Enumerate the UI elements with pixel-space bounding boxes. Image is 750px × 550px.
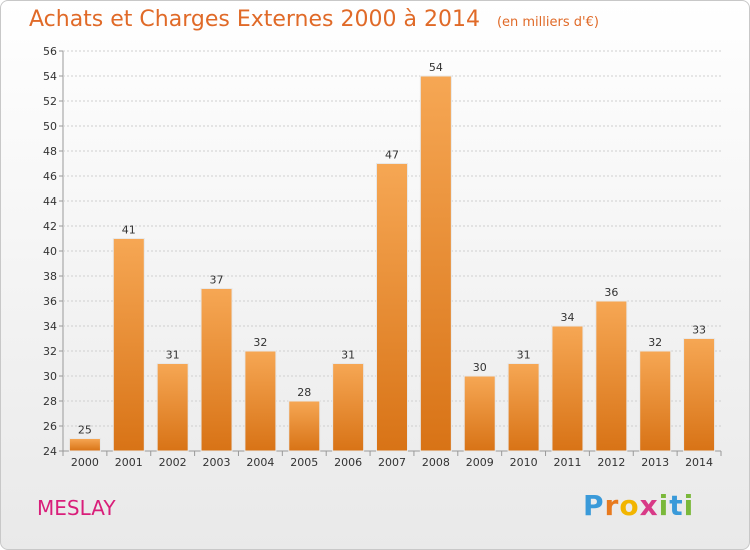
x-tick-label: 2005: [290, 456, 318, 469]
x-tick-label: 2001: [115, 456, 143, 469]
x-tick-label: 2011: [553, 456, 581, 469]
y-tick-label: 30: [43, 370, 57, 383]
y-tick-label: 32: [43, 345, 57, 358]
y-tick-label: 46: [43, 170, 57, 183]
y-tick-label: 40: [43, 245, 57, 258]
x-tick-label: 2008: [422, 456, 450, 469]
bar-value-label: 47: [385, 149, 399, 162]
bar-value-label: 32: [648, 336, 662, 349]
bar: [595, 300, 628, 452]
x-tick-label: 2004: [246, 456, 274, 469]
y-tick-label: 34: [43, 320, 57, 333]
y-tick-label: 56: [43, 45, 57, 58]
bar: [639, 350, 672, 452]
x-tick-label: 2014: [685, 456, 713, 469]
x-tick-label: 2003: [203, 456, 231, 469]
bar: [68, 438, 101, 452]
y-tick-label: 48: [43, 145, 57, 158]
bar: [419, 75, 452, 452]
x-tick-label: 2002: [159, 456, 187, 469]
x-tick-label: 2000: [71, 456, 99, 469]
proxiti-logo: Proxiti: [583, 489, 695, 522]
bar: [683, 338, 716, 452]
y-tick-label: 52: [43, 95, 57, 108]
chart-title: Achats et Charges Externes 2000 à 2014 (…: [29, 7, 599, 32]
y-tick-label: 26: [43, 420, 57, 433]
bars: [68, 75, 716, 452]
bar-value-label: 31: [166, 349, 180, 362]
bar: [507, 363, 540, 452]
bar-value-label: 34: [560, 311, 574, 324]
x-tick-label: 2013: [641, 456, 669, 469]
bar-value-label: 31: [517, 349, 531, 362]
bar: [376, 163, 408, 452]
x-tick-label: 2010: [510, 456, 538, 469]
bar-value-label: 33: [692, 324, 706, 337]
x-tick-label: 2009: [466, 456, 494, 469]
bar: [200, 288, 233, 452]
chart-title-text: Achats et Charges Externes 2000 à 2014: [29, 7, 480, 32]
y-tick-label: 38: [43, 270, 57, 283]
y-tick-label: 28: [43, 395, 57, 408]
bar-value-label: 36: [604, 286, 618, 299]
y-tick-label: 42: [43, 220, 57, 233]
y-tick-label: 50: [43, 120, 57, 133]
bar: [156, 363, 189, 452]
y-tick-label: 54: [43, 70, 57, 83]
bar-value-label: 32: [253, 336, 267, 349]
bar: [463, 375, 496, 452]
y-tick-label: 44: [43, 195, 57, 208]
bar: [332, 363, 365, 452]
x-tick-label: 2012: [597, 456, 625, 469]
bar: [244, 350, 277, 452]
bar: [551, 325, 584, 452]
bar-value-label: 28: [297, 386, 311, 399]
bar-value-label: 37: [210, 274, 224, 287]
x-tick-label: 2006: [334, 456, 362, 469]
bar: [288, 400, 321, 452]
bar-value-label: 30: [473, 361, 487, 374]
y-tick-label: 24: [43, 445, 57, 458]
chart-unit: (en milliers d'€): [496, 15, 599, 30]
x-tick-label: 2007: [378, 456, 406, 469]
bar-value-label: 25: [78, 424, 92, 437]
bar: [112, 238, 145, 452]
labels: 24 26 28 30 32 34 36 38 40 42 44 46 48 50 52 54 56 25 2000…: [43, 45, 713, 469]
bar-value-label: 54: [429, 61, 443, 74]
y-tick-label: 36: [43, 295, 57, 308]
bar-value-label: 31: [341, 349, 355, 362]
bar-value-label: 41: [122, 224, 136, 237]
town-name: MESLAY: [37, 496, 116, 520]
